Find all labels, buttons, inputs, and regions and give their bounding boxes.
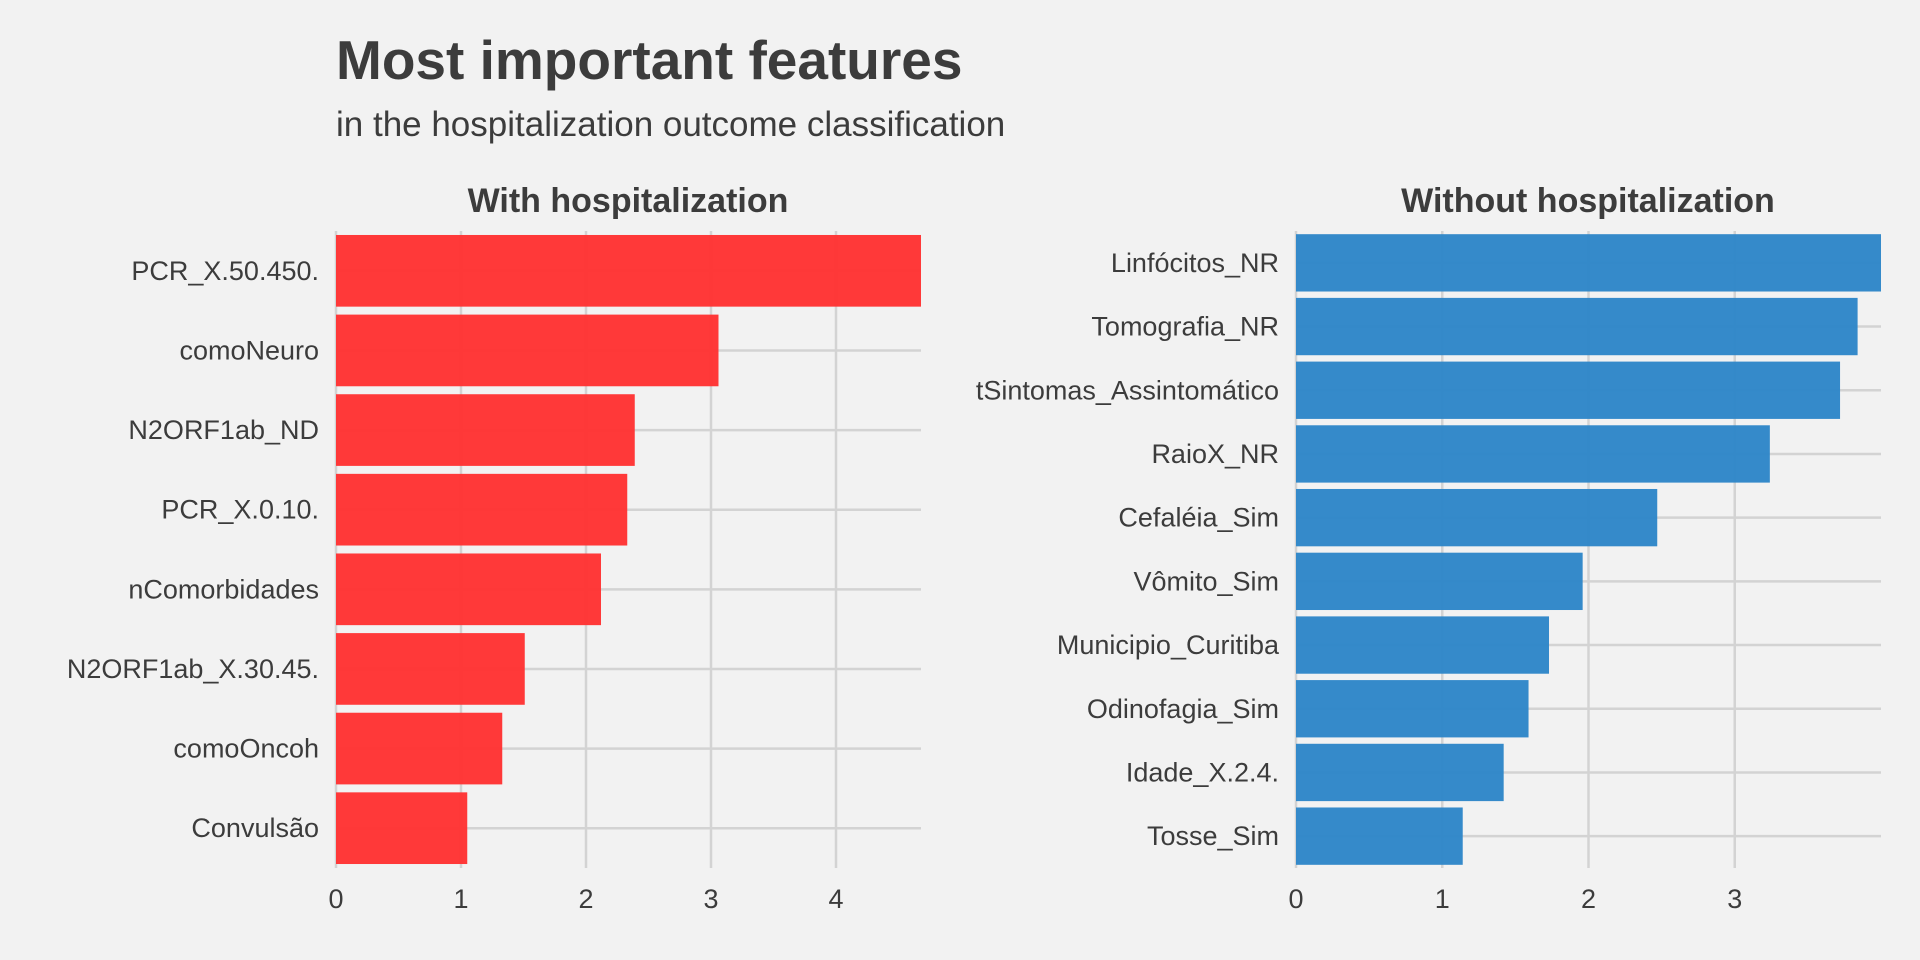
without-hosp-panel-title: Without hospitalization <box>1401 182 1775 220</box>
without-hosp-bar-3 <box>1296 425 1770 483</box>
with-hosp-xtick-label-1: 1 <box>453 884 468 914</box>
chart-title: Most important features <box>336 29 963 91</box>
without-hosp-bar-1 <box>1296 297 1858 356</box>
without-hosp-bar-2 <box>1296 361 1841 419</box>
with-hosp-category-label-4: nComorbidades <box>128 574 319 604</box>
with-hosp-bar-6 <box>336 712 503 785</box>
with-hosp-category-label-1: comoNeuro <box>179 335 319 365</box>
without-hosp-xtick-label-1: 1 <box>1435 884 1450 914</box>
with-hosp-bar-4 <box>336 553 601 626</box>
without-hosp-category-label-8: Idade_X.2.4. <box>1126 757 1279 787</box>
without-hosp-bar-9 <box>1296 807 1463 865</box>
with-hosp-xtick-label-3: 3 <box>703 884 718 914</box>
without-hosp-bar-6 <box>1296 616 1550 674</box>
without-hosp-category-label-0: Linfócitos_NR <box>1111 248 1279 278</box>
without-hosp-bar-8 <box>1296 743 1504 802</box>
without-hosp-category-label-2: tSintomas_Assintomático <box>976 375 1279 405</box>
with-hosp-xtick-label-0: 0 <box>328 884 343 914</box>
without-hosp-bar-5 <box>1296 552 1583 611</box>
with-hosp-panel-title: With hospitalization <box>468 182 789 220</box>
without-hosp-category-label-4: Cefaléia_Sim <box>1118 503 1279 533</box>
with-hosp-xtick-label-2: 2 <box>578 884 593 914</box>
without-hosp-xtick-label-3: 3 <box>1727 884 1742 914</box>
without-hosp-bar-4 <box>1296 488 1658 547</box>
with-hosp-bar-5 <box>336 633 525 705</box>
with-hosp-category-label-6: comoOncoh <box>173 734 319 764</box>
without-hosp-category-label-5: Vômito_Sim <box>1133 566 1279 596</box>
with-hosp-bar-3 <box>336 473 628 546</box>
with-hosp-category-label-3: PCR_X.0.10. <box>161 495 319 525</box>
with-hosp-category-label-2: N2ORF1ab_ND <box>128 415 319 445</box>
with-hosp-bar-0 <box>336 234 921 307</box>
without-hosp-category-label-9: Tosse_Sim <box>1147 821 1279 851</box>
without-hosp-bar-0 <box>1296 234 1881 292</box>
without-hosp-xtick-label-2: 2 <box>1581 884 1596 914</box>
with-hosp-bar-1 <box>336 314 719 387</box>
without-hosp-category-label-6: Municipio_Curitiba <box>1057 630 1280 660</box>
chart-subtitle: in the hospitalization outcome classific… <box>336 105 1006 144</box>
without-hosp-category-label-3: RaioX_NR <box>1151 439 1279 469</box>
with-hosp-category-label-0: PCR_X.50.450. <box>131 256 319 286</box>
without-hosp-xtick-label-0: 0 <box>1288 884 1303 914</box>
without-hosp-category-label-7: Odinofagia_Sim <box>1087 694 1279 724</box>
with-hosp-bar-2 <box>336 394 635 466</box>
with-hosp-category-label-7: Convulsão <box>191 813 319 843</box>
with-hosp-xtick-label-4: 4 <box>828 884 843 914</box>
with-hosp-bar-7 <box>336 792 468 865</box>
without-hosp-bar-7 <box>1296 680 1529 738</box>
without-hosp-category-label-1: Tomografia_NR <box>1091 312 1279 342</box>
with-hosp-category-label-5: N2ORF1ab_X.30.45. <box>67 654 319 684</box>
